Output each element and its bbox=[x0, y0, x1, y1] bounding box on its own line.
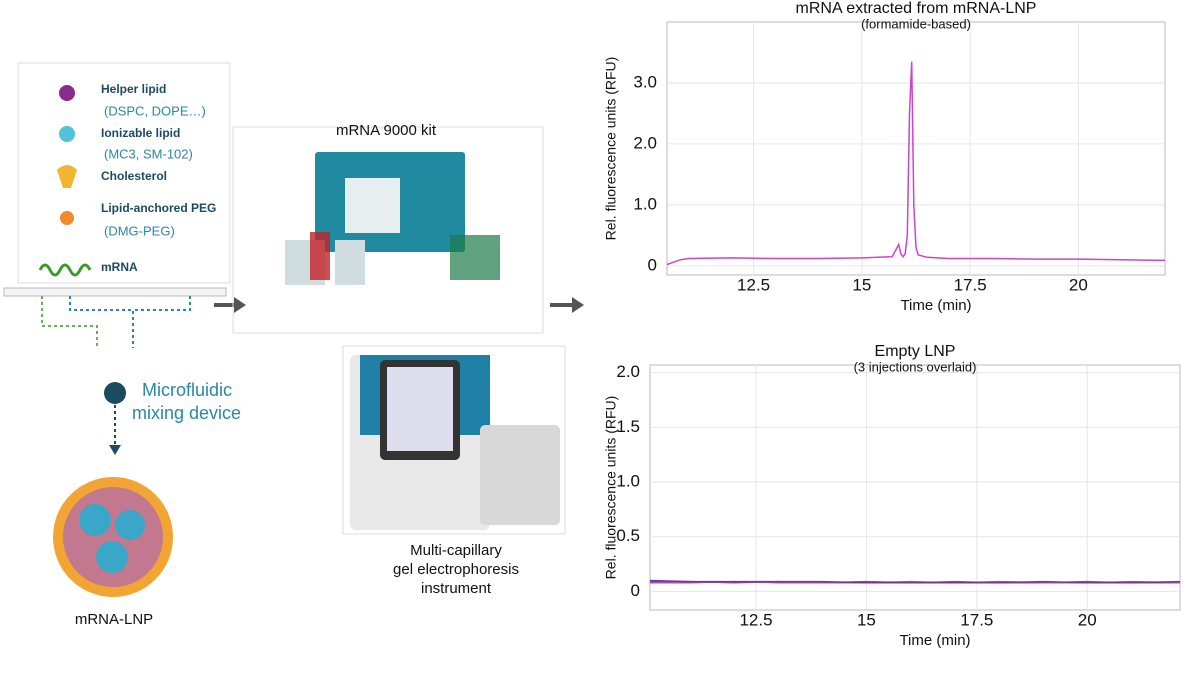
lnp-label: mRNA-LNP bbox=[75, 611, 153, 628]
x-tick-label: 12.5 bbox=[739, 610, 772, 629]
lnp bbox=[115, 510, 145, 540]
icon bbox=[38, 263, 92, 277]
x-tick-label: 17.5 bbox=[960, 610, 993, 629]
x-tick-label: 15 bbox=[857, 610, 876, 629]
y-tick-label: 0 bbox=[631, 581, 640, 600]
x-axis-label: Time (min) bbox=[900, 297, 971, 314]
arrow bbox=[234, 297, 584, 313]
instrument-label: gel electrophoresis bbox=[393, 561, 519, 578]
mixer-icon bbox=[104, 382, 126, 404]
legend-label: Lipid-anchored PEG bbox=[101, 201, 216, 215]
chip bbox=[3, 287, 227, 297]
kit-box-image bbox=[345, 178, 400, 233]
instrument-label: Multi-capillary bbox=[410, 542, 502, 559]
lnp bbox=[96, 541, 128, 573]
instrument bbox=[480, 425, 560, 525]
chart-subtitle: (formamide-based) bbox=[861, 16, 971, 31]
kit-box bbox=[232, 126, 544, 334]
y-tick-label: 2.0 bbox=[616, 362, 640, 381]
data-line bbox=[666, 61, 1166, 266]
x-tick-label: 20 bbox=[1078, 610, 1097, 629]
legend-label: mRNA bbox=[101, 260, 138, 274]
y-tick-label: 2.0 bbox=[633, 133, 657, 152]
legend-label: Helper lipid bbox=[101, 82, 166, 96]
x-tick-label: 17.5 bbox=[954, 275, 987, 294]
chart-title: mRNA extracted from mRNA-LNP bbox=[796, 0, 1037, 17]
legend-label: Ionizable lipid bbox=[101, 126, 180, 140]
y-tick-label: 3.0 bbox=[633, 72, 657, 91]
legend-detail: (DSPC, DOPE…) bbox=[104, 103, 206, 118]
bottle bbox=[310, 232, 330, 280]
icon bbox=[57, 165, 77, 188]
y-tick-label: 1.0 bbox=[633, 194, 657, 213]
flow bbox=[69, 296, 191, 348]
arrow bbox=[109, 445, 121, 455]
instrument bbox=[387, 367, 453, 451]
x-tick-label: 20 bbox=[1069, 275, 1088, 294]
flow bbox=[41, 296, 98, 348]
legend-detail: (MC3, SM-102) bbox=[104, 146, 193, 161]
chart-subtitle: (3 injections overlaid) bbox=[854, 359, 977, 374]
y-tick-label: 1.0 bbox=[616, 472, 640, 491]
lnp bbox=[79, 504, 111, 536]
instrument-label: instrument bbox=[421, 580, 492, 597]
kit-label: mRNA 9000 kit bbox=[336, 122, 437, 139]
y-tick-label: 0 bbox=[648, 255, 657, 274]
icon bbox=[59, 85, 75, 101]
bottle bbox=[450, 235, 500, 280]
y-axis-label: Rel. fluorescence units (RFU) bbox=[603, 57, 619, 241]
x-axis-label: Time (min) bbox=[899, 632, 970, 649]
y-tick-label: 0.5 bbox=[616, 526, 640, 545]
legend-detail: (DMG-PEG) bbox=[104, 223, 175, 238]
data-line bbox=[649, 579, 1181, 584]
plot-area bbox=[649, 364, 1181, 611]
icon bbox=[60, 211, 74, 225]
mixer-label: Microfluidic bbox=[142, 380, 232, 400]
bottle bbox=[335, 240, 365, 285]
x-tick-label: 15 bbox=[852, 275, 871, 294]
y-axis-label: Rel. fluorescence units (RFU) bbox=[603, 396, 619, 580]
icon bbox=[59, 126, 75, 142]
chart-title: Empty LNP bbox=[875, 343, 956, 360]
y-tick-label: 1.5 bbox=[616, 417, 640, 436]
legend-box bbox=[17, 62, 231, 284]
x-tick-label: 12.5 bbox=[737, 275, 770, 294]
plot-area bbox=[666, 21, 1166, 276]
legend-label: Cholesterol bbox=[101, 169, 167, 183]
mixer-label: mixing device bbox=[132, 403, 241, 423]
